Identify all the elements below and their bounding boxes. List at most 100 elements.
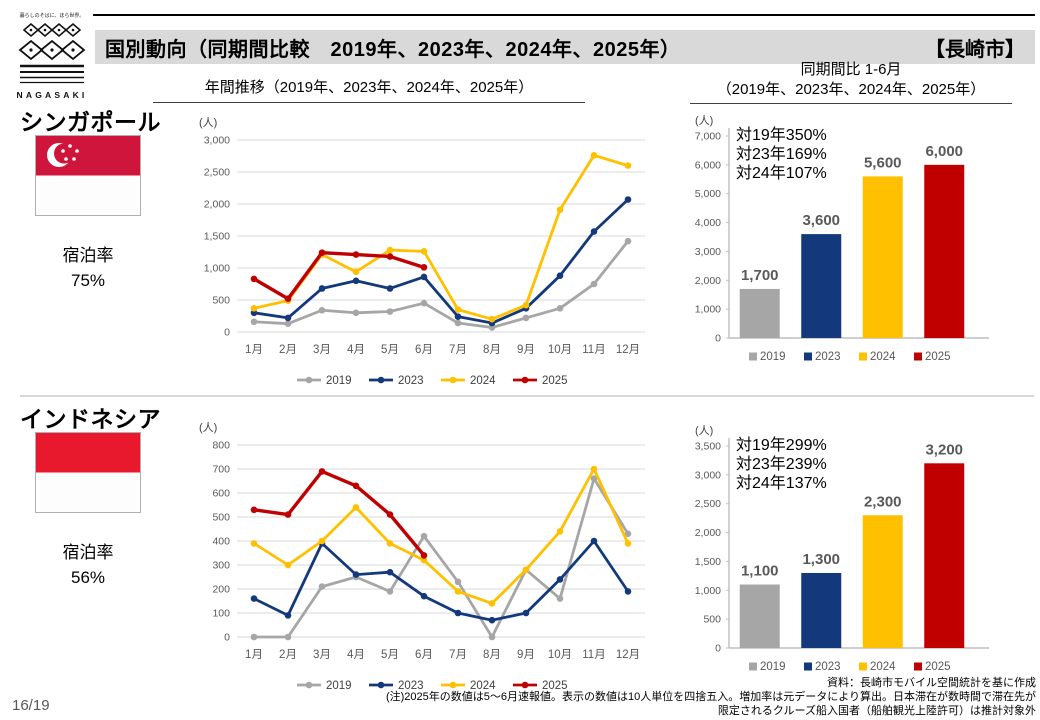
svg-text:100: 100 bbox=[212, 608, 230, 620]
svg-text:7月: 7月 bbox=[449, 344, 467, 356]
svg-text:1,000: 1,000 bbox=[695, 304, 721, 316]
svg-text:5,000: 5,000 bbox=[695, 188, 721, 200]
svg-text:300: 300 bbox=[212, 560, 230, 572]
svg-text:3,500: 3,500 bbox=[695, 441, 721, 453]
svg-text:8月: 8月 bbox=[483, 344, 501, 356]
svg-text:500: 500 bbox=[212, 512, 230, 524]
svg-text:2019: 2019 bbox=[760, 661, 786, 673]
svg-text:6,000: 6,000 bbox=[695, 159, 721, 171]
svg-text:4月: 4月 bbox=[347, 344, 365, 356]
logo-diamond-row-2 bbox=[18, 39, 86, 61]
svg-text:9月: 9月 bbox=[517, 649, 535, 661]
svg-text:0: 0 bbox=[715, 333, 721, 345]
svg-text:200: 200 bbox=[212, 584, 230, 596]
svg-text:3,000: 3,000 bbox=[695, 246, 721, 258]
svg-text:3月: 3月 bbox=[313, 344, 331, 356]
svg-text:(人): (人) bbox=[199, 116, 217, 129]
svg-text:1,300: 1,300 bbox=[802, 551, 840, 568]
svg-text:(人): (人) bbox=[695, 114, 713, 127]
svg-text:1月: 1月 bbox=[245, 649, 263, 661]
svg-text:2023: 2023 bbox=[398, 375, 424, 387]
svg-text:11月: 11月 bbox=[582, 344, 605, 356]
svg-text:6,000: 6,000 bbox=[925, 143, 963, 160]
singapore-flag-stars bbox=[61, 144, 79, 161]
svg-text:500: 500 bbox=[703, 614, 721, 626]
country-name-indonesia: インドネシア bbox=[20, 406, 161, 432]
svg-text:2019: 2019 bbox=[326, 375, 352, 387]
svg-text:3,000: 3,000 bbox=[204, 135, 230, 147]
svg-text:3,000: 3,000 bbox=[695, 469, 721, 481]
svg-text:2,000: 2,000 bbox=[695, 527, 721, 539]
svg-text:0: 0 bbox=[715, 643, 721, 655]
svg-text:3,600: 3,600 bbox=[802, 212, 840, 229]
svg-text:1月: 1月 bbox=[245, 344, 263, 356]
svg-text:2025: 2025 bbox=[542, 375, 568, 387]
logo-wordmark: NAGASAKI bbox=[17, 90, 88, 100]
svg-text:1,100: 1,100 bbox=[741, 563, 779, 580]
nagasaki-logo-icon: 暮らしのそばに、ほら世界。 NAGASAKI bbox=[17, 12, 88, 100]
page-number: 16/19 bbox=[12, 697, 50, 714]
svg-text:10月: 10月 bbox=[548, 344, 572, 356]
footnotes: 資料：長崎市モバイル空間統計を基に作成 (注)2025年の数値は5～6月速報値。… bbox=[376, 676, 1036, 718]
title-bar: 国別動向（同期間比較 2019年、2023年、2024年、2025年） 【長崎市… bbox=[95, 30, 1035, 64]
svg-text:6月: 6月 bbox=[415, 344, 433, 356]
column-header-same-period: 同期間比 1-6月 （2019年、2023年、2024年、2025年） bbox=[690, 60, 1012, 104]
svg-text:12月: 12月 bbox=[616, 344, 640, 356]
svg-text:対19年350%対23年169%対24年107%: 対19年350%対23年169%対24年107% bbox=[736, 126, 827, 182]
indonesia-flag bbox=[35, 432, 141, 513]
svg-text:4月: 4月 bbox=[347, 649, 365, 661]
stay-rate-value: 56% bbox=[70, 568, 106, 587]
indonesia-flag-image bbox=[36, 433, 140, 512]
page-title: 国別動向（同期間比較 2019年、2023年、2024年、2025年） bbox=[105, 38, 681, 61]
nagasaki-logo: 暮らしのそばに、ほら世界。 NAGASAKI bbox=[14, 8, 90, 106]
indonesia-bar-chart: (人) 0 500 1,000 1,500 2,000 2,500 3,000 3,500 1,1… bbox=[683, 422, 1038, 702]
svg-text:7月: 7月 bbox=[449, 649, 467, 661]
svg-text:1,000: 1,000 bbox=[695, 585, 721, 597]
svg-text:(人): (人) bbox=[199, 421, 217, 434]
svg-text:2,000: 2,000 bbox=[204, 199, 230, 211]
indonesia-line-chart: (人) 0 100 200 300 400 500 600 700 800 1月 2月 3月 4月 5月 6月… bbox=[183, 415, 661, 697]
svg-text:2019: 2019 bbox=[326, 680, 352, 692]
svg-text:500: 500 bbox=[212, 295, 230, 307]
svg-text:1,000: 1,000 bbox=[204, 263, 230, 275]
same-period-line1: 同期間比 1-6月 bbox=[800, 61, 902, 78]
svg-text:0: 0 bbox=[224, 632, 230, 644]
svg-text:5,600: 5,600 bbox=[864, 154, 902, 171]
svg-text:(人): (人) bbox=[695, 424, 713, 437]
svg-text:3月: 3月 bbox=[313, 649, 331, 661]
svg-text:1,500: 1,500 bbox=[695, 556, 721, 568]
svg-text:400: 400 bbox=[212, 536, 230, 548]
svg-text:2024: 2024 bbox=[870, 661, 896, 673]
logo-tagline: 暮らしのそばに、ほら世界。 bbox=[20, 12, 85, 19]
svg-text:2024: 2024 bbox=[470, 375, 496, 387]
logo-diamond-row-2-dots bbox=[29, 48, 75, 52]
svg-text:2024: 2024 bbox=[870, 351, 896, 363]
svg-text:4,000: 4,000 bbox=[695, 217, 721, 229]
svg-text:700: 700 bbox=[212, 464, 230, 476]
logo-diamond-row-1 bbox=[22, 22, 82, 38]
svg-text:5月: 5月 bbox=[381, 344, 399, 356]
svg-text:2023: 2023 bbox=[815, 661, 841, 673]
logo-diamond-row-1-dots bbox=[29, 28, 75, 32]
source-note: 資料：長崎市モバイル空間統計を基に作成 bbox=[827, 677, 1036, 689]
svg-text:2,300: 2,300 bbox=[864, 493, 902, 510]
svg-text:7,000: 7,000 bbox=[695, 131, 721, 143]
svg-text:11月: 11月 bbox=[582, 649, 605, 661]
svg-text:2025: 2025 bbox=[925, 661, 951, 673]
svg-text:10月: 10月 bbox=[548, 649, 572, 661]
svg-text:対19年299%対23年239%対24年137%: 対19年299%対23年239%対24年137% bbox=[736, 436, 827, 492]
svg-text:2,000: 2,000 bbox=[695, 275, 721, 287]
city-label: 【長崎市】 bbox=[925, 38, 1025, 61]
svg-text:2023: 2023 bbox=[815, 351, 841, 363]
singapore-flag bbox=[35, 135, 141, 216]
column-header-annual-trend: 年間推移（2019年、2023年、2024年、2025年） bbox=[153, 76, 585, 103]
logo-lines bbox=[20, 64, 84, 84]
singapore-flag-image bbox=[36, 136, 140, 215]
svg-text:2,500: 2,500 bbox=[204, 167, 230, 179]
data-note: (注)2025年の数値は5～6月速報値。表示の数値は10人単位を四捨五入。増加率… bbox=[385, 691, 1036, 717]
svg-text:2,500: 2,500 bbox=[695, 498, 721, 510]
svg-text:800: 800 bbox=[212, 440, 230, 452]
svg-text:5月: 5月 bbox=[381, 649, 399, 661]
svg-text:6月: 6月 bbox=[415, 649, 433, 661]
